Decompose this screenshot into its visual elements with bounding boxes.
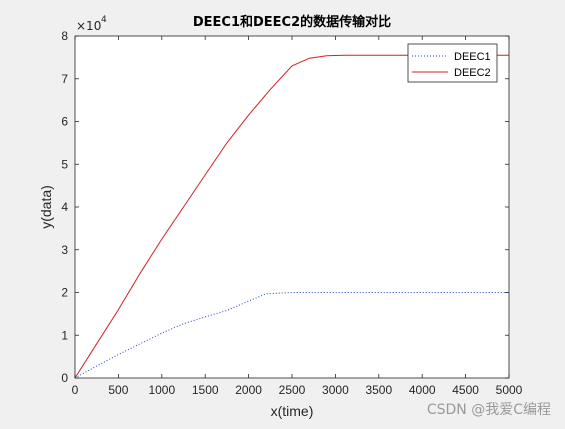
watermark-text: CSDN @我爱C编程	[426, 402, 551, 418]
y-tick-label: 8	[61, 29, 68, 43]
x-tick-label: 2000	[235, 383, 262, 397]
x-tick-label: 4000	[409, 383, 436, 397]
y-multiplier-base: ×10	[76, 19, 101, 33]
y-tick-label: 1	[61, 328, 68, 342]
x-tick-label: 3500	[365, 383, 392, 397]
x-tick-label: 500	[108, 383, 128, 397]
y-tick-label: 2	[61, 286, 68, 300]
legend-box	[407, 43, 498, 83]
y-tick-label: 5	[61, 157, 68, 171]
y-tick-label: 3	[61, 243, 68, 257]
y-tick-label: 6	[61, 115, 68, 129]
series-line-deec2	[74, 54, 509, 379]
y-axis-label: y(data)	[38, 185, 54, 229]
legend-label-deec1: DEEC1	[454, 51, 491, 63]
y-tick-label: 4	[61, 200, 68, 214]
y-tick-label: 0	[61, 371, 68, 385]
chart-title: DEEC1和DEEC2的数据传输对比	[193, 14, 391, 30]
x-axis-label: x(time)	[271, 403, 314, 419]
x-tick-label: 2500	[279, 383, 306, 397]
x-tick-label: 0	[72, 383, 79, 397]
x-tick-label: 3000	[322, 383, 349, 397]
legend-label-deec2: DEEC2	[454, 67, 491, 79]
x-tick-label: 1000	[148, 383, 175, 397]
x-tick-label: 5000	[496, 383, 523, 397]
legend: DEEC1 DEEC2	[407, 43, 498, 83]
x-tick-label: 1500	[192, 383, 219, 397]
y-tick-label: 7	[61, 72, 68, 86]
plot-area	[75, 36, 509, 378]
x-tick-label: 4500	[452, 383, 479, 397]
y-multiplier-exponent: 4	[101, 15, 107, 25]
